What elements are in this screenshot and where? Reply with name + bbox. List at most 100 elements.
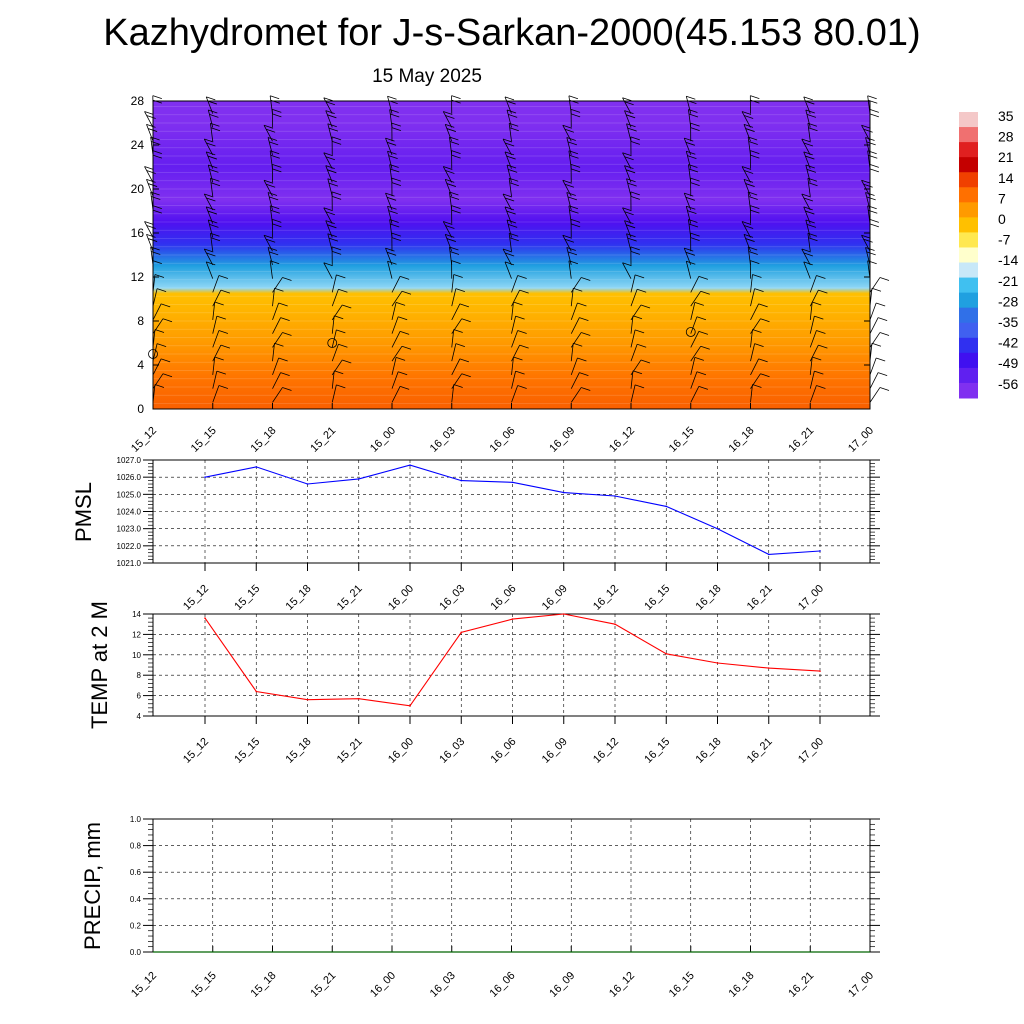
wind-barb-staff: [630, 274, 636, 293]
wind-barb-flag: [509, 237, 519, 242]
wind-barb-flag: [694, 301, 704, 306]
wind-barb-flag: [573, 287, 583, 292]
colorbar-label: -42: [998, 335, 1018, 351]
colorbar-swatch: [959, 352, 978, 369]
temp-data-point: [204, 617, 206, 619]
wind-barb-staff: [144, 221, 154, 238]
wind-barb-flag: [334, 315, 344, 320]
wind-barb-flag: [627, 237, 637, 242]
wind-barb-staff: [570, 387, 582, 403]
wind-barb-flag: [269, 251, 279, 256]
wind-barb-flag: [758, 358, 768, 363]
wind-barb-staff: [630, 359, 642, 376]
wind-barb-staff: [269, 205, 273, 224]
wind-barb-staff: [331, 304, 343, 321]
wind-barb-flag: [146, 233, 156, 238]
wind-barb: [203, 248, 216, 266]
wind-barb-flag: [866, 141, 876, 146]
wind-barb-staff: [272, 317, 282, 334]
wind-barb-flag: [325, 165, 335, 169]
wind-barb-flag: [750, 154, 760, 159]
pmsl-data-point: [511, 481, 514, 484]
wind-barb-flag: [861, 179, 871, 184]
wind-barb: [327, 123, 339, 142]
heatmap-x-label: 15_18: [249, 425, 279, 455]
wind-barb-flag: [515, 370, 525, 375]
wind-barb-flag: [325, 156, 336, 161]
wind-barb: [869, 302, 886, 321]
wind-barb: [869, 287, 882, 307]
wind-barb: [626, 233, 637, 252]
wind-barb-flag: [876, 357, 886, 362]
wind-barb-flag: [451, 209, 461, 214]
wind-barb-flag: [154, 274, 165, 278]
pmsl-x-label: 15_15: [232, 583, 262, 613]
chart-title: Kazhydromet for J-s-Sarkan-2000(45.153 8…: [103, 12, 921, 54]
wind-barb-flag: [750, 209, 760, 214]
wind-barb: [444, 123, 456, 142]
heatmap-y-label: 4: [137, 358, 144, 372]
wind-barb: [685, 150, 697, 169]
wind-barb: [144, 111, 156, 128]
wind-barb-staff: [747, 137, 751, 155]
wind-barb-flag: [686, 260, 696, 265]
wind-barb: [331, 359, 352, 376]
wind-barb: [442, 166, 455, 183]
colorbar-swatch: [959, 127, 978, 143]
wind-barb-flag: [625, 224, 636, 229]
wind-barb-flag: [700, 345, 710, 350]
wind-barb-flag: [869, 109, 879, 113]
wind-barb: [391, 275, 410, 293]
wind-barb-staff: [212, 385, 220, 403]
wind-barb-staff: [323, 262, 333, 279]
wind-barb: [690, 371, 707, 389]
wind-barb-flag: [626, 123, 636, 128]
wind-barb-flag: [816, 330, 826, 334]
wind-barb: [809, 356, 822, 375]
wind-barb-flag: [387, 150, 397, 155]
wind-barb: [741, 111, 754, 128]
wind-barb: [630, 370, 643, 389]
wind-barb-flag: [331, 136, 342, 141]
wind-barb-staff: [809, 385, 817, 403]
wind-barb-staff: [568, 205, 572, 224]
wind-barb-flag: [750, 205, 760, 210]
wind-barb: [809, 344, 828, 362]
calm-wind-circle: [685, 327, 696, 337]
heatmap-x-label: 16_00: [368, 425, 398, 455]
wind-barb: [869, 342, 882, 362]
precip-x-label: 16_21: [786, 970, 816, 1000]
wind-barb-flag: [508, 113, 518, 118]
wind-barb-flag: [581, 277, 591, 281]
wind-barb-flag: [445, 178, 455, 183]
heatmap-x-label: 16_15: [667, 425, 697, 455]
pmsl-data-point: [562, 491, 565, 494]
temp-x-label: 17_00: [796, 736, 826, 766]
wind-barb-flag: [861, 234, 871, 239]
wind-barb-staff: [750, 343, 755, 362]
wind-barb-flag: [390, 223, 400, 228]
wind-barb-flag: [568, 95, 579, 100]
wind-barb-flag: [688, 113, 699, 118]
wind-barb: [626, 123, 637, 142]
colorbar-swatch: [959, 232, 978, 248]
pmsl-y-label: 1023.0: [117, 525, 142, 534]
wind-barb-flag: [327, 114, 337, 119]
wind-barb-flag: [517, 330, 527, 334]
wind-barb-flag: [748, 136, 758, 141]
wind-barb-staff: [504, 206, 512, 224]
wind-barb-flag: [687, 155, 697, 159]
wind-barb-flag: [640, 359, 651, 364]
colorbar-swatch: [959, 292, 978, 309]
wind-barb-staff: [205, 261, 214, 279]
wind-barb-staff: [391, 357, 397, 375]
wind-barb-staff: [385, 247, 393, 266]
wind-barb: [451, 288, 465, 307]
wind-barb-flag: [336, 384, 346, 389]
wind-barb-staff: [323, 97, 333, 114]
wind-barb-flag: [331, 246, 342, 251]
wind-barb: [869, 219, 879, 238]
precip-y-label: 1.0: [130, 815, 142, 824]
wind-barb-staff: [690, 316, 698, 334]
wind-barb-staff: [331, 359, 343, 376]
